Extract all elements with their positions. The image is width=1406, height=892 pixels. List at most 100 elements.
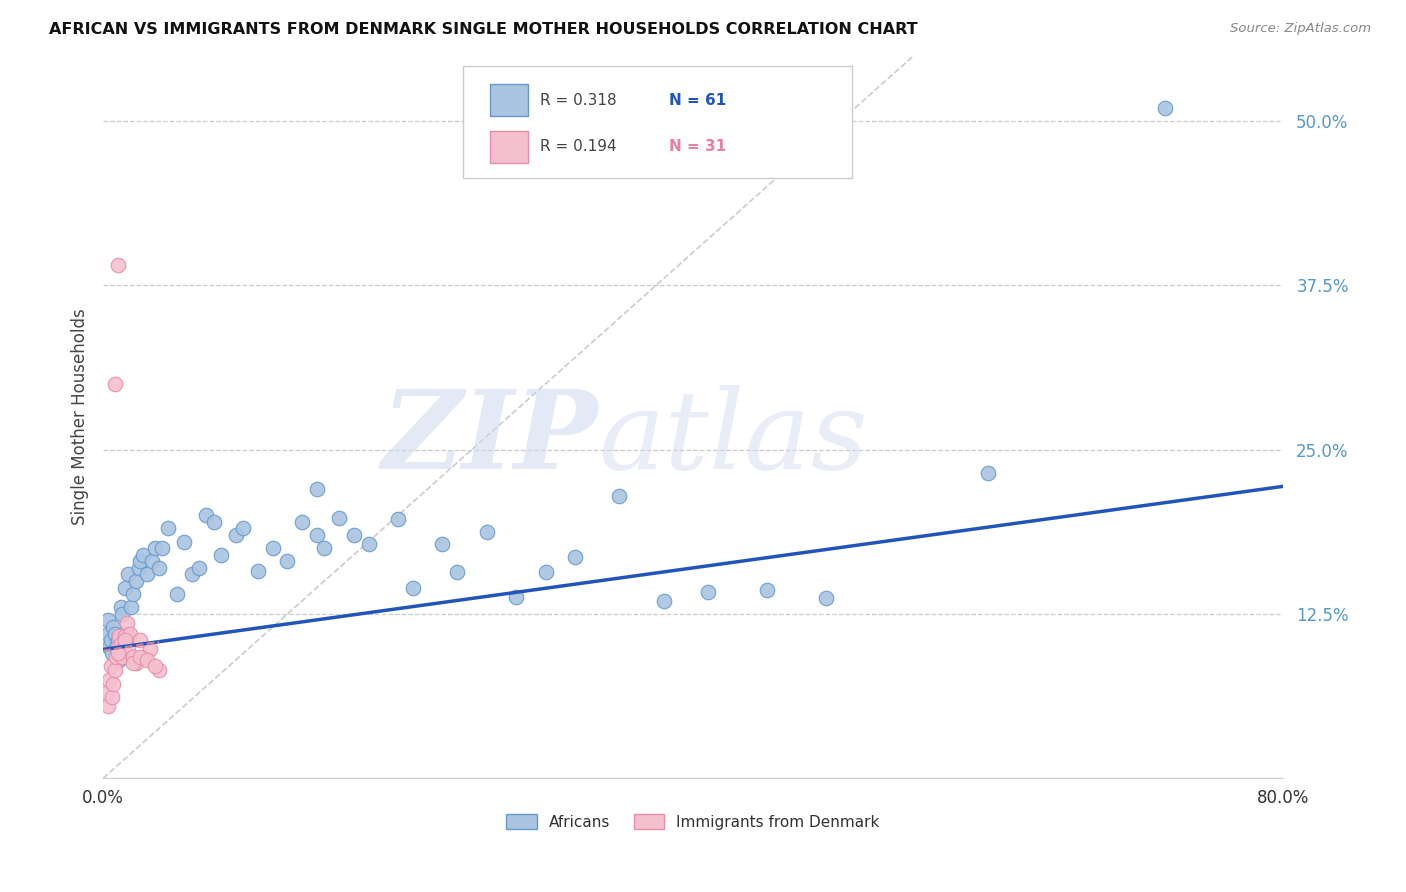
Point bbox=[117, 640, 139, 654]
Point bbox=[148, 561, 170, 575]
Point bbox=[115, 616, 138, 631]
Point bbox=[505, 590, 527, 604]
Point bbox=[129, 554, 152, 568]
Text: ZIP: ZIP bbox=[382, 384, 599, 492]
Point bbox=[1154, 101, 1177, 115]
Point bbox=[343, 528, 366, 542]
Point bbox=[188, 561, 211, 575]
Point bbox=[328, 511, 350, 525]
Point bbox=[94, 686, 117, 700]
Point bbox=[121, 656, 143, 670]
Point bbox=[105, 640, 128, 654]
Point bbox=[166, 587, 188, 601]
Point bbox=[100, 633, 122, 648]
Point bbox=[114, 581, 136, 595]
Point bbox=[98, 640, 121, 654]
Point bbox=[104, 664, 127, 678]
Point bbox=[607, 489, 630, 503]
Point bbox=[107, 640, 129, 654]
Point bbox=[262, 541, 284, 556]
Point bbox=[103, 676, 125, 690]
Point bbox=[96, 626, 118, 640]
Point bbox=[314, 541, 336, 556]
Point bbox=[103, 620, 125, 634]
Text: Source: ZipAtlas.com: Source: ZipAtlas.com bbox=[1230, 22, 1371, 36]
FancyBboxPatch shape bbox=[463, 66, 852, 178]
Point bbox=[107, 633, 129, 648]
Point bbox=[129, 633, 152, 648]
Point bbox=[225, 528, 247, 542]
Point bbox=[110, 637, 132, 651]
Point bbox=[114, 629, 136, 643]
Point bbox=[564, 550, 586, 565]
Point bbox=[977, 467, 1000, 481]
Point bbox=[157, 521, 180, 535]
Point bbox=[121, 587, 143, 601]
Point bbox=[100, 659, 122, 673]
Point bbox=[141, 554, 163, 568]
Point bbox=[195, 508, 218, 523]
Point bbox=[402, 581, 425, 595]
Legend: Africans, Immigrants from Denmark: Africans, Immigrants from Denmark bbox=[501, 807, 886, 836]
Point bbox=[111, 607, 134, 621]
Point bbox=[150, 541, 173, 556]
Point bbox=[143, 659, 166, 673]
Point bbox=[101, 690, 124, 704]
Point bbox=[115, 626, 138, 640]
Point bbox=[114, 633, 136, 648]
Point bbox=[173, 534, 195, 549]
Text: N = 31: N = 31 bbox=[669, 139, 727, 154]
Point bbox=[111, 650, 134, 665]
Point bbox=[475, 525, 498, 540]
Point bbox=[101, 646, 124, 660]
Point bbox=[432, 537, 454, 551]
Y-axis label: Single Mother Households: Single Mother Households bbox=[72, 309, 89, 525]
Point bbox=[276, 554, 298, 568]
Text: N = 61: N = 61 bbox=[669, 93, 727, 108]
Point bbox=[132, 548, 155, 562]
Point bbox=[139, 642, 162, 657]
Point bbox=[110, 600, 132, 615]
Point bbox=[446, 565, 468, 579]
Point bbox=[117, 567, 139, 582]
Point bbox=[128, 561, 150, 575]
Point bbox=[136, 653, 159, 667]
Point bbox=[755, 583, 778, 598]
Point bbox=[104, 626, 127, 640]
Point bbox=[305, 528, 328, 542]
Point bbox=[291, 515, 314, 529]
Point bbox=[136, 567, 159, 582]
Text: atlas: atlas bbox=[599, 384, 869, 492]
Point bbox=[108, 629, 131, 643]
Point bbox=[124, 574, 146, 588]
Point bbox=[107, 646, 129, 660]
Text: R = 0.194: R = 0.194 bbox=[540, 139, 616, 154]
Point bbox=[814, 591, 837, 606]
Point bbox=[232, 521, 254, 535]
Point bbox=[202, 515, 225, 529]
Point bbox=[107, 259, 129, 273]
Point bbox=[148, 664, 170, 678]
Point bbox=[209, 548, 232, 562]
FancyBboxPatch shape bbox=[491, 131, 527, 162]
Point bbox=[118, 626, 141, 640]
Text: R = 0.318: R = 0.318 bbox=[540, 93, 616, 108]
Point bbox=[129, 650, 152, 665]
Point bbox=[108, 653, 131, 667]
Text: AFRICAN VS IMMIGRANTS FROM DENMARK SINGLE MOTHER HOUSEHOLDS CORRELATION CHART: AFRICAN VS IMMIGRANTS FROM DENMARK SINGL… bbox=[49, 22, 918, 37]
Point bbox=[696, 584, 718, 599]
Point bbox=[134, 650, 156, 665]
Point bbox=[98, 673, 121, 687]
Point bbox=[387, 512, 409, 526]
Point bbox=[121, 650, 143, 665]
Point bbox=[112, 640, 135, 654]
Point bbox=[120, 600, 142, 615]
FancyBboxPatch shape bbox=[491, 85, 527, 116]
Point bbox=[305, 482, 328, 496]
Point bbox=[96, 698, 118, 713]
Point bbox=[124, 656, 146, 670]
Point bbox=[104, 376, 127, 391]
Point bbox=[105, 650, 128, 665]
Point bbox=[357, 537, 380, 551]
Point bbox=[652, 593, 675, 607]
